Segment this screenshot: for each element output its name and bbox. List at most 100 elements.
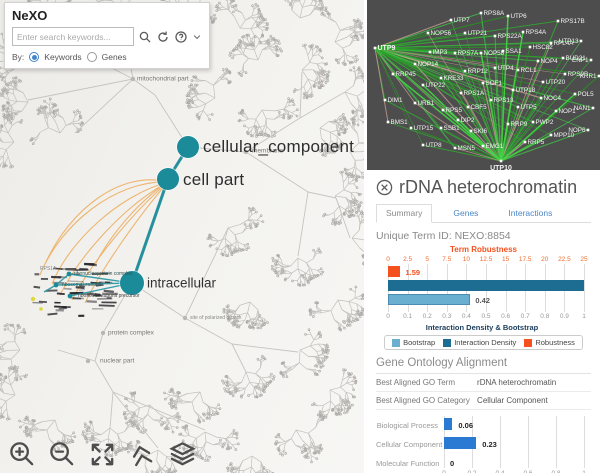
close-icon[interactable] xyxy=(376,179,393,196)
ontology-canvas[interactable]: mitochondrial part membrane cellular_com… xyxy=(0,0,364,473)
gene-node-label[interactable]: URB1 xyxy=(418,100,435,107)
gene-node-label[interactable]: SKI6 xyxy=(474,128,488,135)
gene-node-label[interactable]: PWP2 xyxy=(536,119,554,126)
gene-node-label[interactable]: RRP5 xyxy=(528,139,545,146)
gene-node-label[interactable]: RRP45 xyxy=(396,71,417,78)
term-label-protein-complex[interactable]: protein complex xyxy=(108,329,154,337)
fit-to-screen-button[interactable] xyxy=(88,440,117,469)
search-icon[interactable] xyxy=(138,30,152,44)
gene-node-label[interactable]: CBF5 xyxy=(471,104,488,111)
gene-node-label[interactable]: NOP58 xyxy=(484,50,505,57)
gene-node-label[interactable]: NOP1 xyxy=(559,108,577,115)
gene-node-label[interactable]: RCL1 xyxy=(521,67,538,74)
gene-node-label[interactable]: RRP9 xyxy=(511,121,528,128)
gene-node-label[interactable]: POL5 xyxy=(578,91,595,98)
go-term-value: rDNA heterochromatin xyxy=(477,378,557,387)
term-label-ribonucleoprotein-complex[interactable]: ribonucleoprotein complex xyxy=(74,271,133,277)
help-icon[interactable] xyxy=(174,30,188,44)
node-cell-part[interactable] xyxy=(157,168,179,190)
collapse-all-button[interactable] xyxy=(125,437,160,472)
gene-node-label[interactable]: UTP21 xyxy=(468,30,488,37)
term-label-ribosomal-subunit[interactable]: ribosomal subunit xyxy=(62,282,102,288)
gene-node-label[interactable]: RPS22A xyxy=(498,33,523,40)
ontology-tree-graphic xyxy=(0,0,364,473)
refresh-icon[interactable] xyxy=(156,30,170,44)
term-label-nuclear-part[interactable]: nuclear part xyxy=(100,357,135,365)
term-label-cell-part[interactable]: cell part xyxy=(183,170,245,189)
gene-node-label[interactable]: MSN5 xyxy=(458,145,476,152)
tab-genes[interactable]: Genes xyxy=(453,208,479,218)
term-label-membrane[interactable]: membrane xyxy=(252,147,284,155)
gene-node-label[interactable]: UTP7 xyxy=(454,17,471,24)
gene-node-label[interactable]: UTP15 xyxy=(414,125,434,132)
legend-item-bootstrap[interactable]: Bootstrap xyxy=(392,338,435,347)
gene-node-label[interactable]: KRE33 xyxy=(444,75,464,82)
gene-node-label[interactable]: RPS5 xyxy=(446,107,463,114)
term-label-cellular-component[interactable]: cellular_component xyxy=(203,137,355,156)
gene-node-label[interactable]: RPS4A xyxy=(526,29,547,36)
gene-node-label[interactable]: UTP13 xyxy=(559,38,579,45)
gene-node-label[interactable]: NOP56 xyxy=(431,30,452,37)
table-row: Best Aligned GO Category Cellular Compon… xyxy=(376,392,591,410)
network-panel[interactable]: UTP9 RPS8A UTP6 RPS17B UTP7 NOP56 UTP21 RPS22A R… xyxy=(367,0,600,170)
radio-keywords-label[interactable]: Keywords xyxy=(44,52,82,62)
node-cellular-component[interactable] xyxy=(177,136,199,158)
gene-node-label[interactable]: RPS9B xyxy=(568,71,589,78)
gene-node-label[interactable]: UTP20 xyxy=(546,79,566,86)
gene-node-label[interactable]: MPP10 xyxy=(554,132,575,139)
node-intracellular[interactable] xyxy=(120,271,144,295)
gene-node-label[interactable]: KRR1 xyxy=(580,73,597,80)
gene-node-label[interactable]: NOP6 xyxy=(568,127,586,134)
gene-node-label[interactable]: UTP22 xyxy=(426,82,446,89)
gene-node-label[interactable]: DIM1 xyxy=(388,97,404,104)
gene-node-label[interactable]: IMP3 xyxy=(433,49,448,56)
gene-node-label[interactable]: NOP4 xyxy=(541,58,559,65)
gene-node-label[interactable]: HSC82 xyxy=(533,44,554,51)
gene-node-label[interactable]: RPS13 xyxy=(494,97,514,104)
term-label-site-of-polarized-growth[interactable]: site of polarized growth xyxy=(190,315,242,321)
term-label-mitochondrial-part[interactable]: mitochondrial part xyxy=(137,75,189,83)
zoom-out-button[interactable] xyxy=(48,440,77,469)
radio-genes-label[interactable]: Genes xyxy=(101,52,127,62)
go-chart-category: Molecular Function xyxy=(376,459,440,468)
gene-node-label[interactable]: UTP4 xyxy=(498,65,515,72)
gene-node-label[interactable]: RPS17B xyxy=(561,18,585,25)
gene-node-label[interactable]: SOF1 xyxy=(486,80,503,87)
zoom-in-button[interactable] xyxy=(8,440,37,469)
gene-node-label[interactable]: ENP1 xyxy=(572,57,589,64)
gene-node-label[interactable]: UTP18 xyxy=(516,87,536,94)
gene-node-label[interactable]: BMS1 xyxy=(391,119,409,126)
gene-node-label[interactable]: RPS7A xyxy=(458,50,479,57)
gene-node-label[interactable]: UTP9 xyxy=(378,45,396,52)
gene-node-label[interactable]: NAN1 xyxy=(574,105,591,112)
legend-item-robustness[interactable]: Robustness xyxy=(524,338,575,347)
gene-node-label[interactable]: SSA1 xyxy=(506,48,523,55)
gene-node-label[interactable]: BUD21 xyxy=(566,55,587,62)
search-input[interactable] xyxy=(12,27,134,46)
gene-node-label[interactable]: NOC4 xyxy=(544,95,562,102)
term-label-intracellular[interactable]: intracellular xyxy=(147,275,217,291)
gene-node-label[interactable]: UTP10 xyxy=(490,165,512,170)
layers-button[interactable] xyxy=(168,440,197,469)
gene-node-label[interactable]: EMG1 xyxy=(486,143,504,150)
gene-node-label[interactable]: SSB1 xyxy=(444,125,461,132)
gene-node-label[interactable]: UTP8 xyxy=(426,142,443,149)
radio-genes[interactable] xyxy=(86,52,97,62)
gene-node-label[interactable]: RPL4A xyxy=(554,40,575,47)
term-label-rps1a[interactable]: RPS1A xyxy=(40,266,57,272)
gene-node-label[interactable]: RPS1A xyxy=(464,90,485,97)
gene-node-label[interactable]: UTP6 xyxy=(511,13,528,20)
tab-summary[interactable]: Summary xyxy=(376,204,433,223)
gene-node-label[interactable]: NOP14 xyxy=(418,61,439,68)
radio-keywords[interactable] xyxy=(29,52,40,62)
gene-node-label[interactable]: UTP5 xyxy=(521,104,538,111)
legend-item-interaction-density[interactable]: Interaction Density xyxy=(443,338,516,347)
gene-node-label[interactable]: RRP12 xyxy=(468,68,489,75)
term-label-ribosomal-subunit-precursor[interactable]: ribosomal subunit precursor xyxy=(78,293,140,299)
collapse-panel-icon[interactable] xyxy=(192,30,202,44)
legend-swatch xyxy=(524,338,533,347)
gene-node-label[interactable]: RPS8A xyxy=(484,10,505,17)
gene-node-label[interactable]: DIP2 xyxy=(461,117,475,124)
tab-interactions[interactable]: Interactions xyxy=(508,208,553,218)
